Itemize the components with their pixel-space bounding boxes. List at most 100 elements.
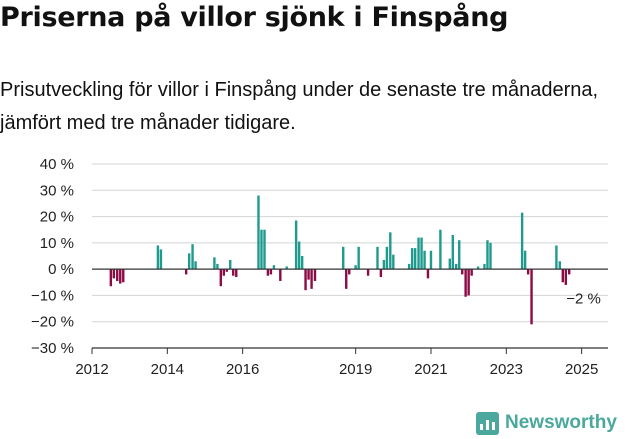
bar (184, 269, 188, 275)
bar (439, 229, 442, 270)
bar (382, 259, 386, 270)
bar (458, 240, 461, 270)
bar (216, 263, 219, 270)
x-tick-label: 2014 (151, 361, 184, 378)
bar (187, 253, 191, 270)
bar (410, 248, 414, 270)
bar (413, 248, 417, 270)
bar (483, 263, 486, 270)
bar (392, 254, 395, 270)
bar (426, 269, 430, 279)
bar (348, 269, 351, 275)
bar (366, 269, 370, 276)
bar (257, 195, 260, 270)
bar (423, 250, 426, 270)
bar-chart-icon (476, 411, 499, 435)
bar (222, 269, 226, 276)
bar (555, 245, 558, 270)
bar (455, 263, 458, 270)
bar (159, 249, 163, 270)
bar (354, 265, 357, 270)
y-tick-label: −20 % (31, 314, 74, 331)
y-tick-label: 40 % (40, 156, 74, 173)
bar (269, 269, 273, 275)
bar (520, 212, 524, 270)
y-axis-labels: −30 % −20 % −10 % 0 % 10 % 20 % 30 % 40 % (31, 156, 74, 357)
bar (568, 269, 571, 275)
bar (379, 269, 383, 278)
bar (300, 256, 304, 270)
bar (225, 269, 229, 272)
bar (389, 232, 392, 270)
chart-subtitle: Prisutveckling för villor i Finspång und… (0, 79, 599, 134)
bar (156, 245, 160, 270)
bar (561, 269, 565, 283)
newsworthy-logo[interactable]: Newsworthy (476, 409, 617, 437)
bar (232, 269, 235, 276)
bar (476, 266, 480, 270)
bar (310, 269, 313, 289)
x-axis-labels: 2012 2014 2016 2019 2021 2023 2025 (75, 361, 598, 378)
x-tick-label: 2012 (75, 361, 108, 378)
bar (486, 240, 489, 270)
bar (229, 259, 232, 270)
bar (260, 229, 263, 270)
x-tick-label: 2019 (339, 361, 372, 378)
bar (272, 265, 276, 270)
bars (109, 195, 571, 325)
bar (451, 234, 455, 270)
bar (279, 269, 282, 281)
bar (345, 269, 348, 289)
bar (294, 220, 298, 270)
bar (467, 269, 470, 296)
bar (448, 258, 452, 270)
bar (263, 229, 266, 270)
bar (297, 241, 301, 270)
bar (385, 246, 389, 270)
bar (464, 269, 467, 297)
bar (530, 269, 533, 325)
bar (313, 269, 317, 281)
bar (564, 269, 568, 285)
bar (191, 244, 194, 270)
brand-name: Newsworthy (505, 412, 617, 433)
bar (526, 269, 530, 275)
x-tick-label: 2016 (226, 361, 259, 378)
bar (429, 250, 433, 270)
bar (285, 266, 288, 270)
bar (407, 263, 411, 270)
bar (219, 269, 223, 287)
bar (523, 250, 527, 270)
bar (417, 237, 420, 270)
bar (489, 242, 492, 270)
bar (112, 269, 116, 279)
x-tick-label: 2021 (414, 361, 447, 378)
bar (235, 269, 238, 278)
y-tick-label: −30 % (31, 340, 74, 357)
bar (194, 261, 197, 270)
bar (420, 237, 423, 270)
bar (266, 269, 270, 276)
bar (119, 269, 122, 284)
last-value-annotation: −2 % (566, 290, 601, 307)
bar (304, 269, 307, 291)
bar (213, 257, 216, 270)
bar (470, 269, 473, 276)
y-tick-label: −10 % (31, 287, 74, 304)
bar (116, 269, 119, 281)
y-tick-label: 10 % (40, 235, 74, 252)
x-tick-label: 2023 (490, 361, 523, 378)
bar (342, 246, 345, 270)
y-tick-label: 30 % (40, 182, 74, 199)
y-tick-label: 0 % (48, 261, 74, 278)
bar (109, 269, 113, 287)
bar (376, 246, 379, 270)
bar (558, 261, 561, 270)
chart-title: Priserna på villor sjönk i Finspång (0, 2, 509, 33)
x-axis (91, 268, 608, 354)
x-tick-label: 2025 (565, 361, 598, 378)
y-tick-label: 20 % (40, 209, 74, 226)
bar (122, 269, 125, 283)
bar (307, 269, 310, 280)
